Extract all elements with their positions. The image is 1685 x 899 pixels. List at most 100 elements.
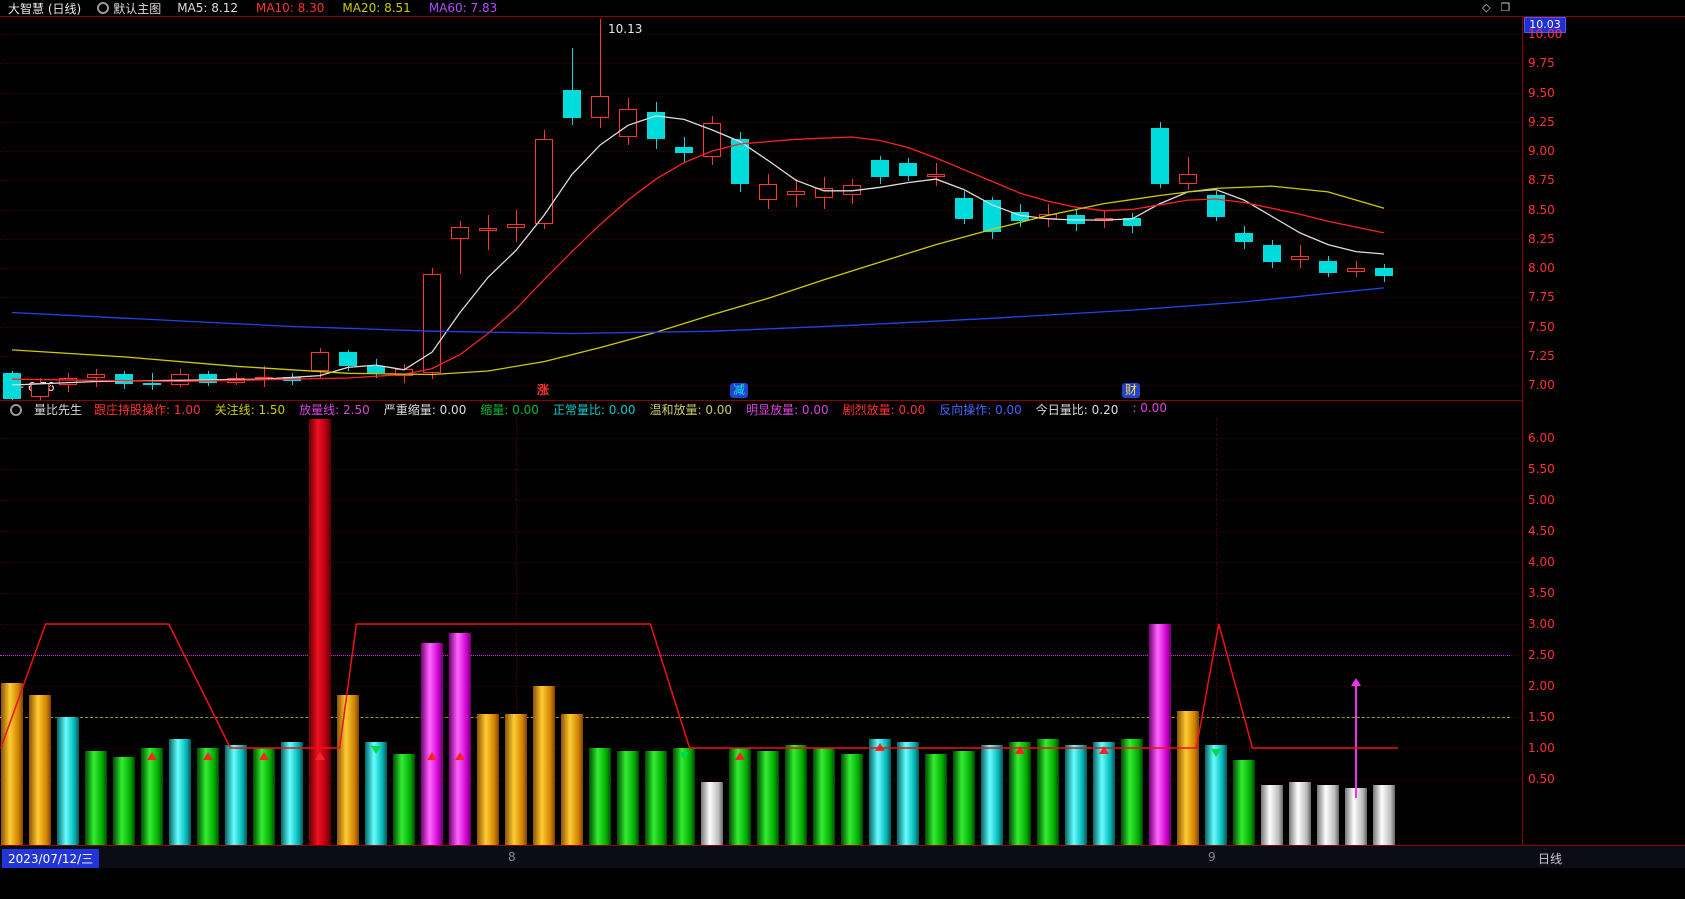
grid-line	[0, 297, 1522, 299]
volume-ratio-axis: 6.00 5.50 5.00 4.50 4.00 3.50 3.00 2.50 2.00 1.50…	[1523, 418, 1685, 845]
volume-ratio-bar	[1009, 741, 1031, 845]
event-marker-wealth: 财	[1122, 383, 1141, 398]
candle	[59, 377, 77, 385]
volume-ratio-bar	[1233, 760, 1255, 845]
volume-ratio-bar	[29, 695, 51, 845]
panel-right-border	[1522, 17, 1523, 845]
chart-mode-label: 默认主图	[113, 1, 162, 16]
volume-ratio-bar	[673, 748, 695, 845]
app-title: 大智慧 (日线)	[8, 1, 82, 16]
ratio-tick: 1.50	[1528, 710, 1555, 724]
ratio-tick: 1.00	[1528, 741, 1555, 755]
candle	[31, 382, 49, 397]
volume-ratio-bar	[225, 744, 247, 845]
grid-line	[0, 531, 1522, 532]
current-date-badge[interactable]: 2023/07/12/三	[2, 849, 100, 868]
candle	[3, 373, 21, 400]
candle	[1263, 244, 1281, 263]
ma-legend: MA5: 8.12 MA10: 8.30 MA20: 8.51 MA60: 7.83	[177, 1, 497, 15]
grid-line	[0, 624, 1522, 625]
grid-line	[0, 209, 1522, 211]
indicator-header: 量比先生 跟庄持股操作: 1.00 关注线: 1.50 放量线: 2.50 严重缩量:…	[0, 400, 1522, 418]
volume-ratio-bar	[925, 754, 947, 845]
candle-wick	[96, 368, 97, 388]
grid-line	[0, 326, 1522, 328]
price-tick: 10.00	[1528, 27, 1563, 41]
volume-ratio-bar	[701, 782, 723, 845]
candle	[199, 374, 217, 383]
volume-ratio-bar	[1289, 782, 1311, 845]
volume-ratio-bar	[449, 633, 471, 845]
indicator-name[interactable]: 量比先生	[34, 403, 83, 417]
candle	[703, 122, 721, 157]
high-price-annotation: 10.13	[608, 22, 643, 36]
volume-ratio-bar	[113, 757, 135, 845]
indicator-param-4: 缩量: 0.00	[480, 403, 539, 417]
buy-arrow-icon	[427, 752, 437, 760]
candle	[367, 366, 385, 374]
volume-ratio-bar	[533, 686, 555, 845]
candle	[1375, 268, 1393, 277]
grid-line	[0, 63, 1522, 65]
volume-ratio-bar	[1373, 785, 1395, 845]
ratio-tick: 0.50	[1528, 772, 1555, 786]
volume-ratio-panel[interactable]	[0, 418, 1522, 845]
chart-mode-badge[interactable]: 默认主图	[97, 0, 161, 17]
candle	[311, 352, 329, 371]
volume-ratio-bar	[729, 748, 751, 845]
ma-label-0: MA5: 8.12	[177, 1, 238, 15]
candle	[283, 376, 301, 382]
candle	[1095, 217, 1113, 222]
month-tick-label: 9	[1208, 850, 1216, 864]
candle	[1291, 256, 1309, 260]
grid-line	[0, 562, 1522, 563]
candle	[731, 139, 749, 184]
ratio-tick: 5.50	[1528, 462, 1555, 476]
indicator-icon	[10, 403, 22, 416]
candle	[171, 374, 189, 385]
diamond-icon[interactable]: ◇	[1482, 1, 1491, 14]
volume-ratio-bar	[1037, 738, 1059, 845]
grid-line	[0, 438, 1522, 439]
indicator-param-10: 今日量比: 0.20	[1035, 403, 1119, 417]
candle	[255, 376, 273, 379]
buy-arrow-icon	[1099, 745, 1109, 754]
candle	[1151, 127, 1169, 184]
indicator-params: 跟庄持股操作: 1.00 关注线: 1.50 放量线: 2.50 严重缩量: 0.00…	[94, 401, 1167, 418]
window-icon[interactable]: ❐	[1500, 1, 1511, 14]
buy-arrow-icon	[1015, 745, 1025, 754]
volume-ratio-bar	[617, 751, 639, 845]
candle	[1039, 214, 1057, 219]
grid-line	[0, 268, 1522, 269]
candle	[815, 188, 833, 198]
volume-ratio-bar	[505, 713, 527, 845]
period-label[interactable]: 日线	[1538, 852, 1563, 866]
event-marker-reduce: 减	[730, 383, 749, 398]
candle	[339, 352, 357, 367]
sell-arrow-icon	[1211, 748, 1221, 757]
candle-wick	[572, 48, 573, 126]
volume-ratio-bar	[1177, 710, 1199, 845]
candle-wick	[152, 373, 153, 390]
indicator-param-0: 跟庄持股操作: 1.00	[94, 403, 201, 417]
candle	[927, 174, 945, 177]
main-candlestick-chart[interactable]: 10.13 ← 6.76 涨减财	[0, 17, 1522, 400]
volume-ratio-bar	[1093, 741, 1115, 845]
grid-line	[0, 469, 1522, 470]
month-tick-label: 8	[508, 850, 516, 864]
volume-ratio-bar	[953, 751, 975, 845]
volume-ratio-bar	[589, 748, 611, 845]
grid-line	[0, 593, 1522, 594]
candle	[87, 374, 105, 378]
ma-label-1: MA10: 8.30	[255, 1, 325, 15]
grid-line	[0, 180, 1522, 182]
ma-label-3: MA60: 7.83	[428, 1, 498, 15]
volume-ratio-bar	[1149, 624, 1171, 845]
volume-ratio-bar	[141, 748, 163, 845]
volume-ratio-bar	[1065, 744, 1087, 845]
candle	[1067, 215, 1085, 224]
indicator-param-2: 放量线: 2.50	[299, 403, 370, 417]
price-tick: 7.75	[1528, 290, 1555, 305]
candle	[1235, 232, 1253, 243]
